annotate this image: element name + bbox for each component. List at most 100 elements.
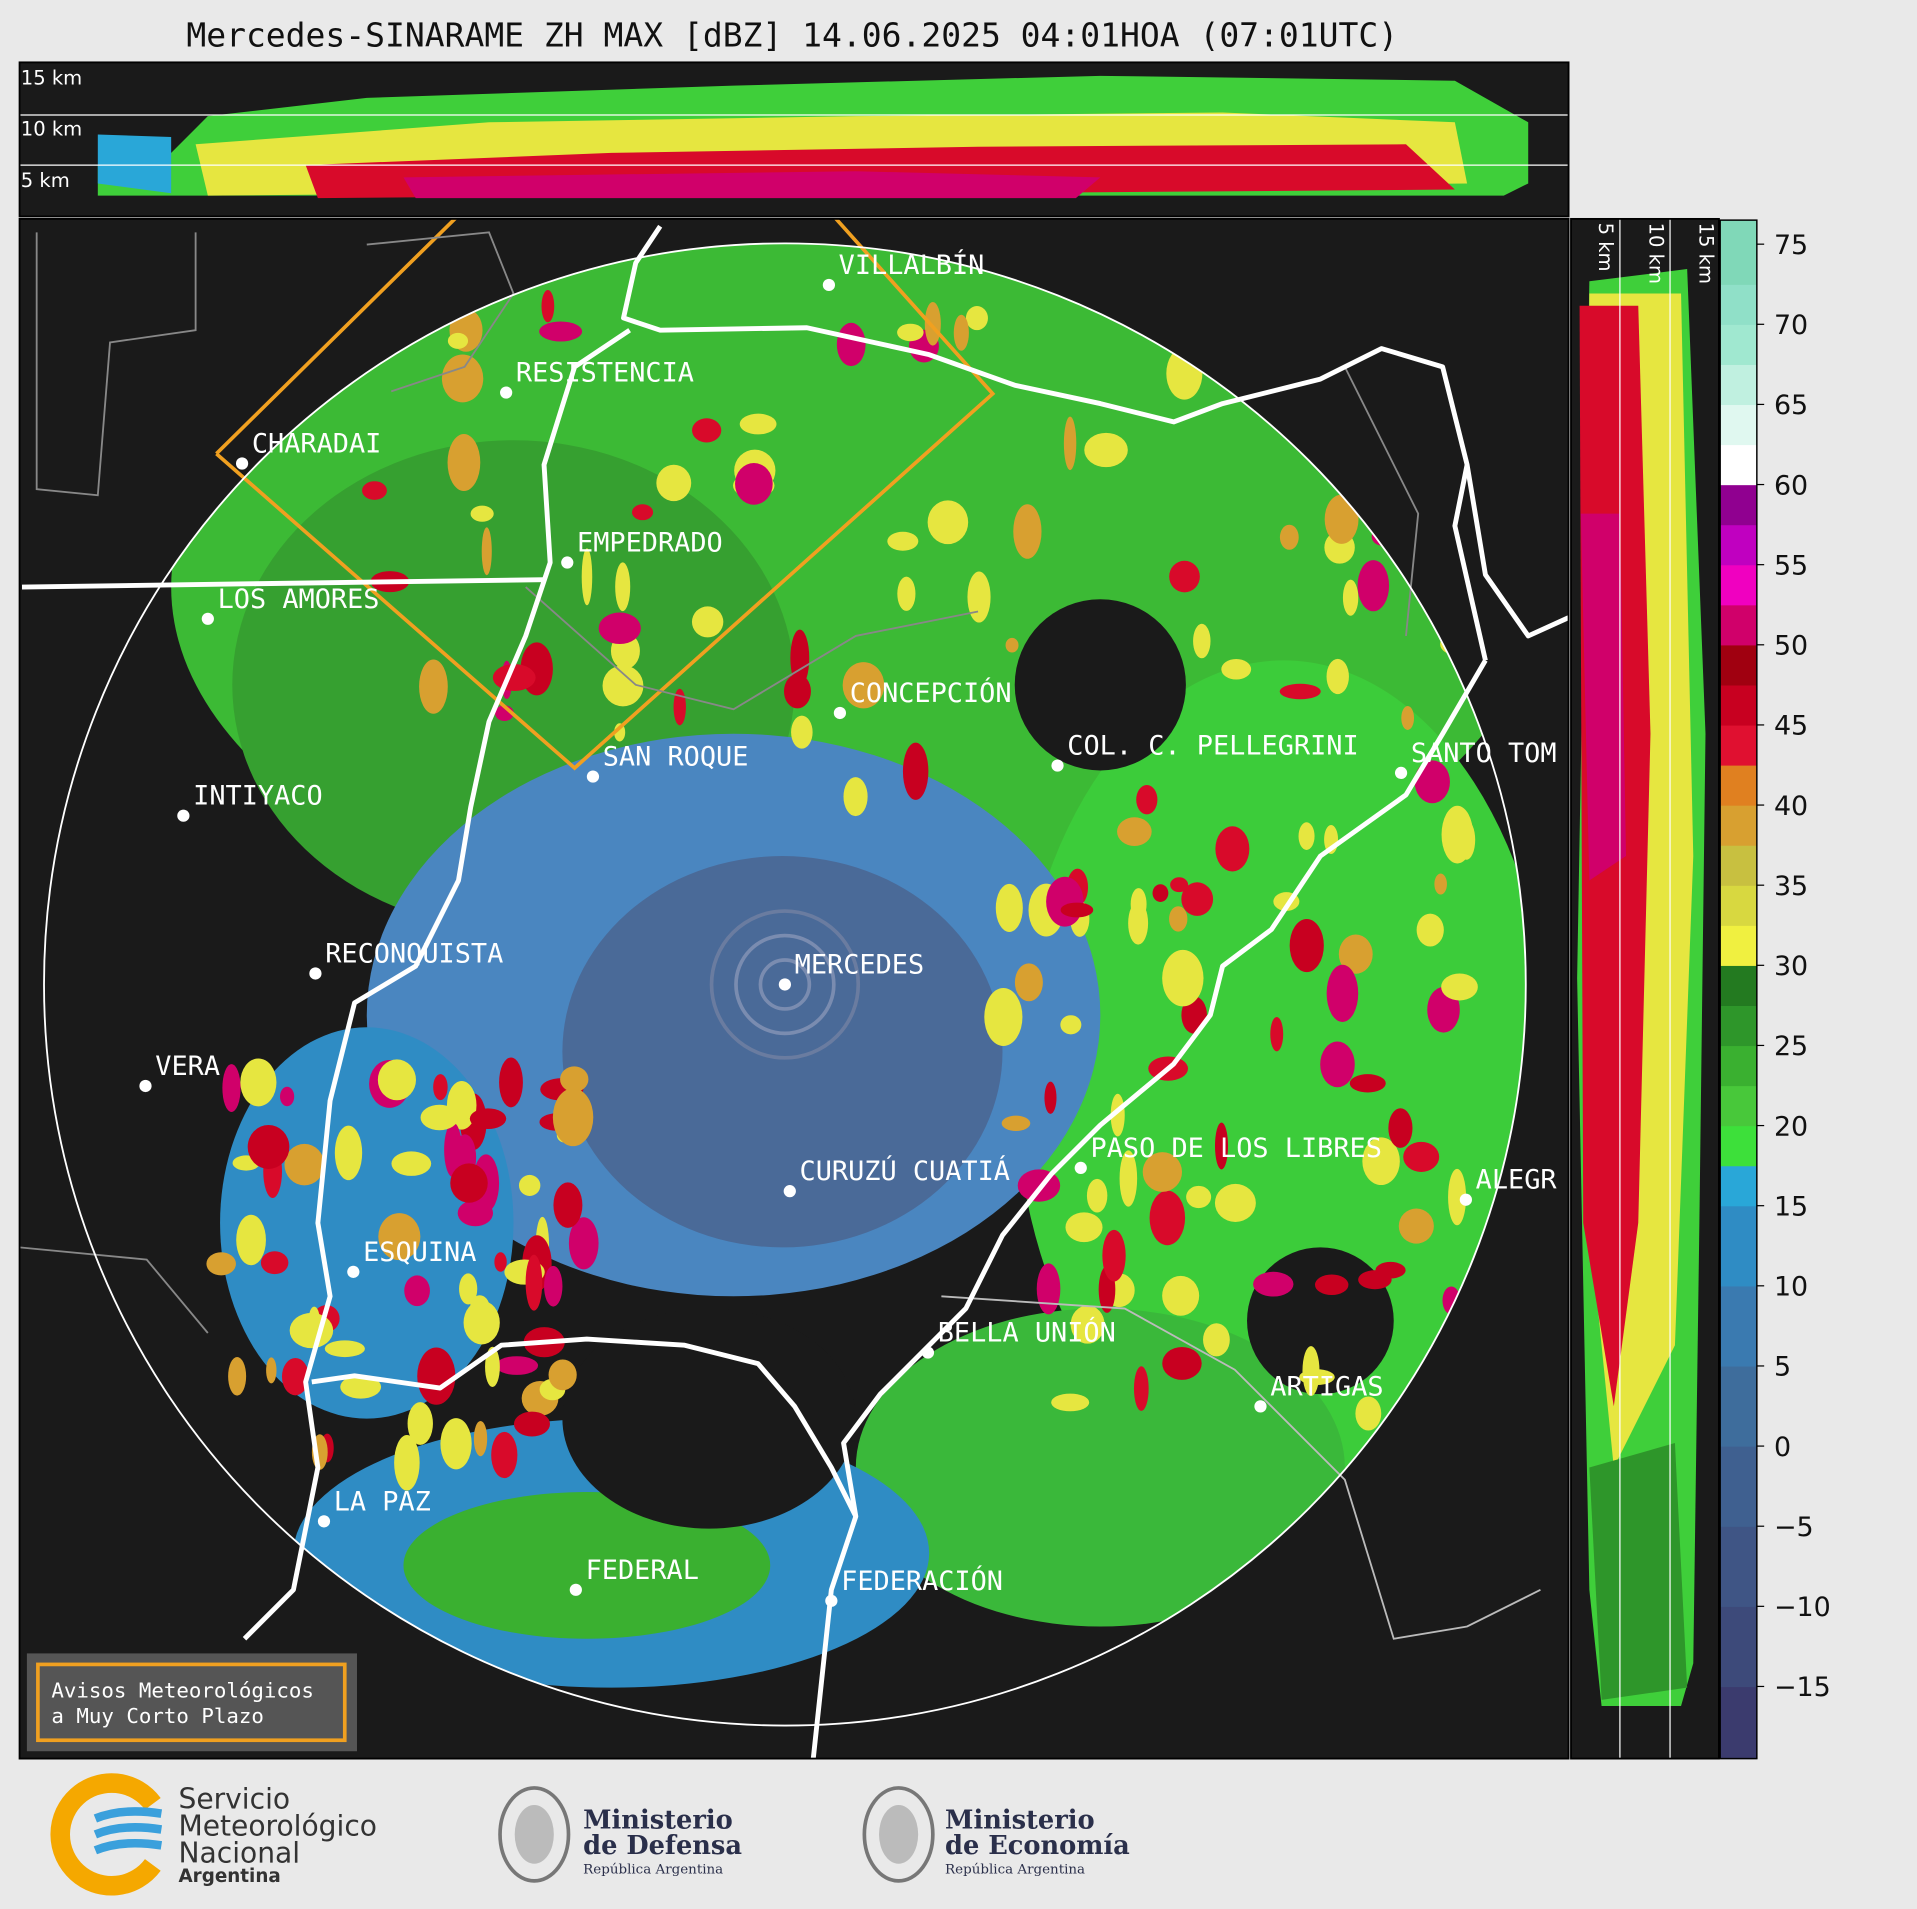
height-label: 15 km bbox=[21, 66, 82, 89]
echo-cell bbox=[491, 1431, 518, 1479]
tick-label: 70 bbox=[1774, 310, 1808, 341]
echo-cell bbox=[1434, 873, 1447, 895]
echo-cell bbox=[581, 548, 593, 606]
echo-cell bbox=[887, 531, 919, 551]
city-label: CURUZÚ CUATIÁ bbox=[800, 1155, 1010, 1187]
color-band bbox=[1720, 805, 1757, 846]
color-band bbox=[1720, 1085, 1757, 1127]
city-label: PASO DE LOS LIBRES bbox=[1091, 1133, 1382, 1164]
echo-cell bbox=[284, 1143, 325, 1186]
echo-cell bbox=[1102, 1229, 1126, 1282]
echo-cell bbox=[518, 1174, 541, 1196]
echo-cell bbox=[417, 1347, 456, 1405]
tick-label: 75 bbox=[1774, 230, 1808, 261]
echo-cell bbox=[1142, 1152, 1183, 1192]
city-label: COL. C. PELLEGRINI bbox=[1067, 731, 1358, 762]
ring bbox=[758, 958, 812, 1011]
echo-cell bbox=[1110, 1093, 1125, 1137]
notice-text: a Muy Corto Plazo bbox=[51, 1704, 264, 1728]
echo-cell bbox=[1279, 683, 1321, 700]
echo-cell bbox=[548, 1359, 577, 1391]
echo-cell bbox=[340, 1375, 382, 1399]
color-band bbox=[1720, 564, 1757, 606]
tick-label: 65 bbox=[1774, 390, 1808, 421]
logo-arc bbox=[50, 1773, 161, 1896]
color-band bbox=[1720, 1285, 1757, 1367]
echo-cell bbox=[927, 500, 969, 545]
echo-cell bbox=[897, 323, 924, 342]
rivers bbox=[21, 224, 1569, 1759]
echo-cell bbox=[1001, 1115, 1031, 1132]
echo-cell bbox=[495, 1356, 539, 1375]
logo-text: Meteorológico bbox=[178, 1810, 376, 1843]
tick-label: −10 bbox=[1774, 1592, 1831, 1623]
echo-cell bbox=[1358, 1270, 1392, 1290]
echo-cell bbox=[419, 659, 448, 714]
city-label: INTIYACO bbox=[193, 781, 323, 812]
echo-cell bbox=[1349, 1074, 1386, 1093]
echo bbox=[403, 1491, 771, 1639]
echo-cell bbox=[1060, 902, 1094, 918]
logo-economia: Ministerio de Economía República Argenti… bbox=[862, 1786, 1130, 1883]
echo-cell bbox=[783, 674, 811, 709]
color-band bbox=[1720, 404, 1757, 446]
echo-cell bbox=[459, 1273, 478, 1305]
color-band bbox=[1720, 1005, 1757, 1047]
colorbar: −15 −10 −5 0 5 10 15 20 25 30 35 40 45 50 55 60 65 70 75 bbox=[1719, 219, 1831, 1760]
city-marker bbox=[783, 1185, 796, 1198]
echo-cell bbox=[1193, 623, 1211, 659]
color-band bbox=[1720, 1686, 1757, 1760]
city-marker bbox=[139, 1079, 152, 1093]
notice-box bbox=[26, 1653, 357, 1752]
logo-text: República Argentina bbox=[945, 1863, 1085, 1878]
echo-cell bbox=[228, 1356, 247, 1396]
echo-cell bbox=[1136, 784, 1158, 815]
echo-gap bbox=[1014, 599, 1186, 771]
river bbox=[621, 224, 1569, 639]
echo-cell bbox=[433, 1074, 448, 1101]
echo-cell bbox=[362, 481, 387, 500]
city-label: ARTIGAS bbox=[1270, 1371, 1383, 1402]
echo-cell bbox=[240, 1058, 277, 1107]
emblem bbox=[862, 1786, 935, 1883]
tick-label: 50 bbox=[1774, 631, 1808, 662]
echo-cell bbox=[1298, 822, 1315, 850]
echo-cell bbox=[457, 1200, 494, 1227]
top-section bbox=[19, 62, 1569, 217]
color-band bbox=[1720, 220, 1757, 285]
echo-cell bbox=[739, 413, 777, 435]
echo-cell bbox=[1119, 1150, 1138, 1207]
echo-cell bbox=[965, 306, 988, 331]
echo bbox=[1589, 1443, 1688, 1700]
border bbox=[35, 232, 197, 497]
tick-label: 10 bbox=[1774, 1272, 1808, 1303]
echo-cell bbox=[1186, 1185, 1212, 1209]
echo-cell bbox=[843, 777, 868, 817]
echo-cell bbox=[260, 1251, 289, 1275]
color-band bbox=[1720, 1125, 1757, 1167]
color-band bbox=[1720, 1165, 1757, 1207]
tick-label: 55 bbox=[1774, 550, 1808, 581]
city-label: ALEGR bbox=[1476, 1165, 1558, 1196]
echo-cell bbox=[902, 742, 929, 800]
notice-border bbox=[36, 1662, 347, 1743]
echo-cell bbox=[499, 1057, 523, 1108]
echo-cell bbox=[632, 504, 654, 521]
tick-label: 35 bbox=[1774, 871, 1808, 902]
echo-cell bbox=[897, 576, 916, 611]
echo-cell bbox=[1401, 706, 1415, 730]
echo-cell bbox=[447, 332, 469, 349]
echo-cell bbox=[469, 1108, 507, 1129]
logo-text: Servicio bbox=[178, 1783, 290, 1816]
color-band bbox=[1720, 1606, 1757, 1688]
cities: VILLALBÍN RESISTENCIA CHARADAI EMPEDRADO LOS… bbox=[139, 249, 1557, 1607]
echo-cell bbox=[1169, 906, 1188, 932]
echo-cell bbox=[525, 1254, 543, 1311]
echo-cell bbox=[953, 314, 969, 351]
ring bbox=[734, 933, 836, 1036]
echo-cell bbox=[1060, 1015, 1082, 1035]
echo-cell bbox=[1441, 805, 1474, 864]
echo-cell bbox=[1162, 949, 1204, 1007]
echo-cell bbox=[1279, 524, 1299, 550]
